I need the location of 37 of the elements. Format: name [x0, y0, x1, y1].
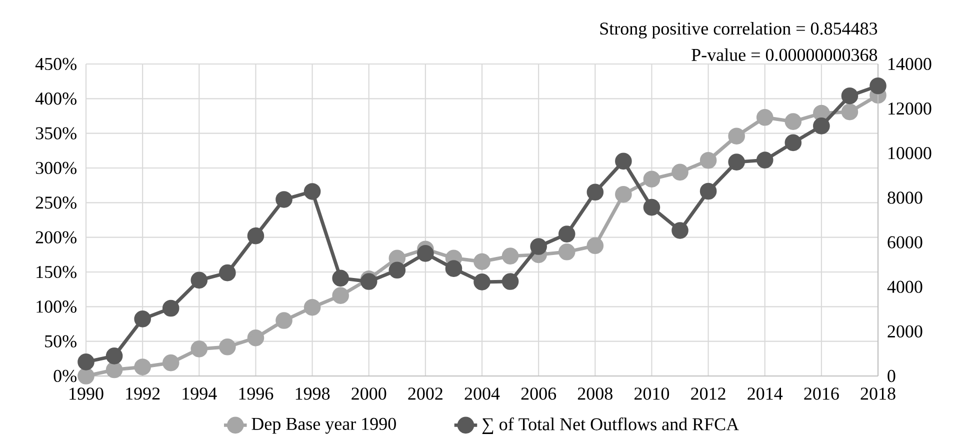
y2-tick-label: 10000 [888, 147, 932, 160]
text: Strong positive correlation = 0.854483 [600, 22, 878, 38]
x-tick-label: 2000 [352, 388, 386, 400]
x-tick-label: 2018 [860, 388, 896, 400]
y-tick-label: 450% [35, 58, 76, 70]
x-tick-label: 2006 [521, 388, 556, 400]
y-tick-label: 0% [54, 370, 76, 382]
y2-tick-label: 0 [888, 370, 896, 382]
y2-tick-label: 6000 [888, 236, 922, 248]
x-tick-label: 1994 [182, 388, 217, 400]
y2-tick-label: 2000 [888, 325, 922, 338]
x-tick-label: 2008 [578, 388, 612, 400]
y-tick-label: 50% [45, 335, 76, 348]
x-tick-label: 1992 [126, 388, 160, 400]
x-tick-label: 1990 [70, 388, 104, 400]
x-tick-label: 2016 [804, 388, 839, 400]
y-tick-label: 300% [36, 162, 76, 174]
y2-tick-label: 14000 [888, 58, 932, 70]
legend-label: Dep Base year 1990 [252, 418, 396, 434]
x-tick-label: 2004 [464, 388, 500, 400]
legend-label: ∑ of Total Net Outflows and RFCA [482, 417, 739, 434]
x-tick-label: 2014 [748, 388, 783, 400]
y2-tick-label: 8000 [888, 192, 922, 204]
text: P-value = 0.00000000368 [692, 48, 878, 62]
y2-tick-label: 12000 [888, 102, 932, 115]
y-tick-label: 150% [36, 266, 76, 278]
x-tick-label: 1996 [239, 388, 274, 400]
y-tick-label: 350% [36, 127, 76, 140]
y-tick-label: 400% [35, 92, 76, 105]
x-tick-label: 2002 [408, 388, 442, 400]
x-tick-label: 2010 [634, 388, 670, 400]
y-tick-label: 100% [36, 300, 76, 313]
y-tick-label: 200% [36, 231, 76, 244]
y-tick-label: 250% [36, 196, 76, 209]
x-tick-label: 2012 [691, 388, 726, 400]
x-tick-label: 1998 [296, 388, 330, 400]
y2-tick-label: 4000 [887, 280, 922, 293]
